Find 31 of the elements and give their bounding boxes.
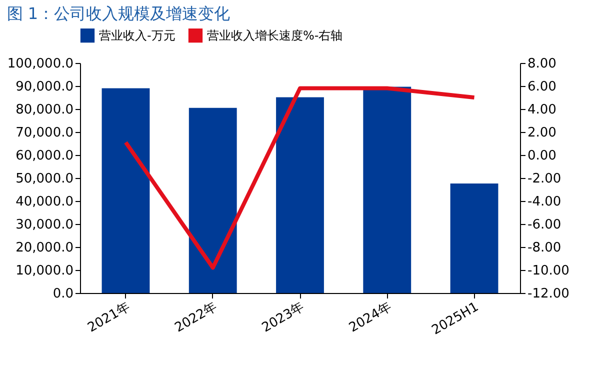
y-tick-label: 10,000.0 <box>16 264 74 278</box>
y2-tick-label: 4.00 <box>528 102 556 118</box>
y2-tick-label: -8.00 <box>528 240 562 256</box>
y2-tick-label: 0.00 <box>528 148 556 164</box>
line-series <box>124 86 476 270</box>
y2-tick-label: -2.00 <box>528 172 562 186</box>
y2-tick-label: -4.00 <box>528 194 562 210</box>
legend-label: 营业收入-万元 <box>99 28 176 43</box>
bar <box>276 97 324 293</box>
y-tick-label: 30,000.0 <box>16 218 74 232</box>
y-tick-label: 0.0 <box>52 286 74 302</box>
y2-tick-label: 2.00 <box>528 126 556 140</box>
chart-title: 图 1：公司收入规模及增速变化 <box>6 4 230 23</box>
legend-label: 营业收入增长速度%-右轴 <box>207 28 343 43</box>
y-tick-label: 40,000.0 <box>16 194 74 210</box>
bar <box>450 184 498 293</box>
bar <box>188 108 237 293</box>
y2-tick-label: 6.00 <box>528 80 556 94</box>
y2-tick-label: -6.00 <box>528 218 562 232</box>
y-tick-label: 20,000.0 <box>16 240 74 256</box>
bar <box>102 88 150 293</box>
bar <box>363 86 412 293</box>
y-tick-label: 80,000.0 <box>16 102 74 118</box>
y-tick-label: 90,000.0 <box>16 80 74 94</box>
y2-tick-label: -10.00 <box>528 264 570 278</box>
y-tick-label: 70,000.0 <box>16 126 74 140</box>
y-tick-label: 50,000.0 <box>16 172 74 186</box>
y-tick-label: 60,000.0 <box>16 148 74 164</box>
y2-tick-label: -12.00 <box>528 286 570 302</box>
y-tick-label: 100,000.0 <box>7 56 74 72</box>
y2-tick-label: 8.00 <box>528 56 556 72</box>
